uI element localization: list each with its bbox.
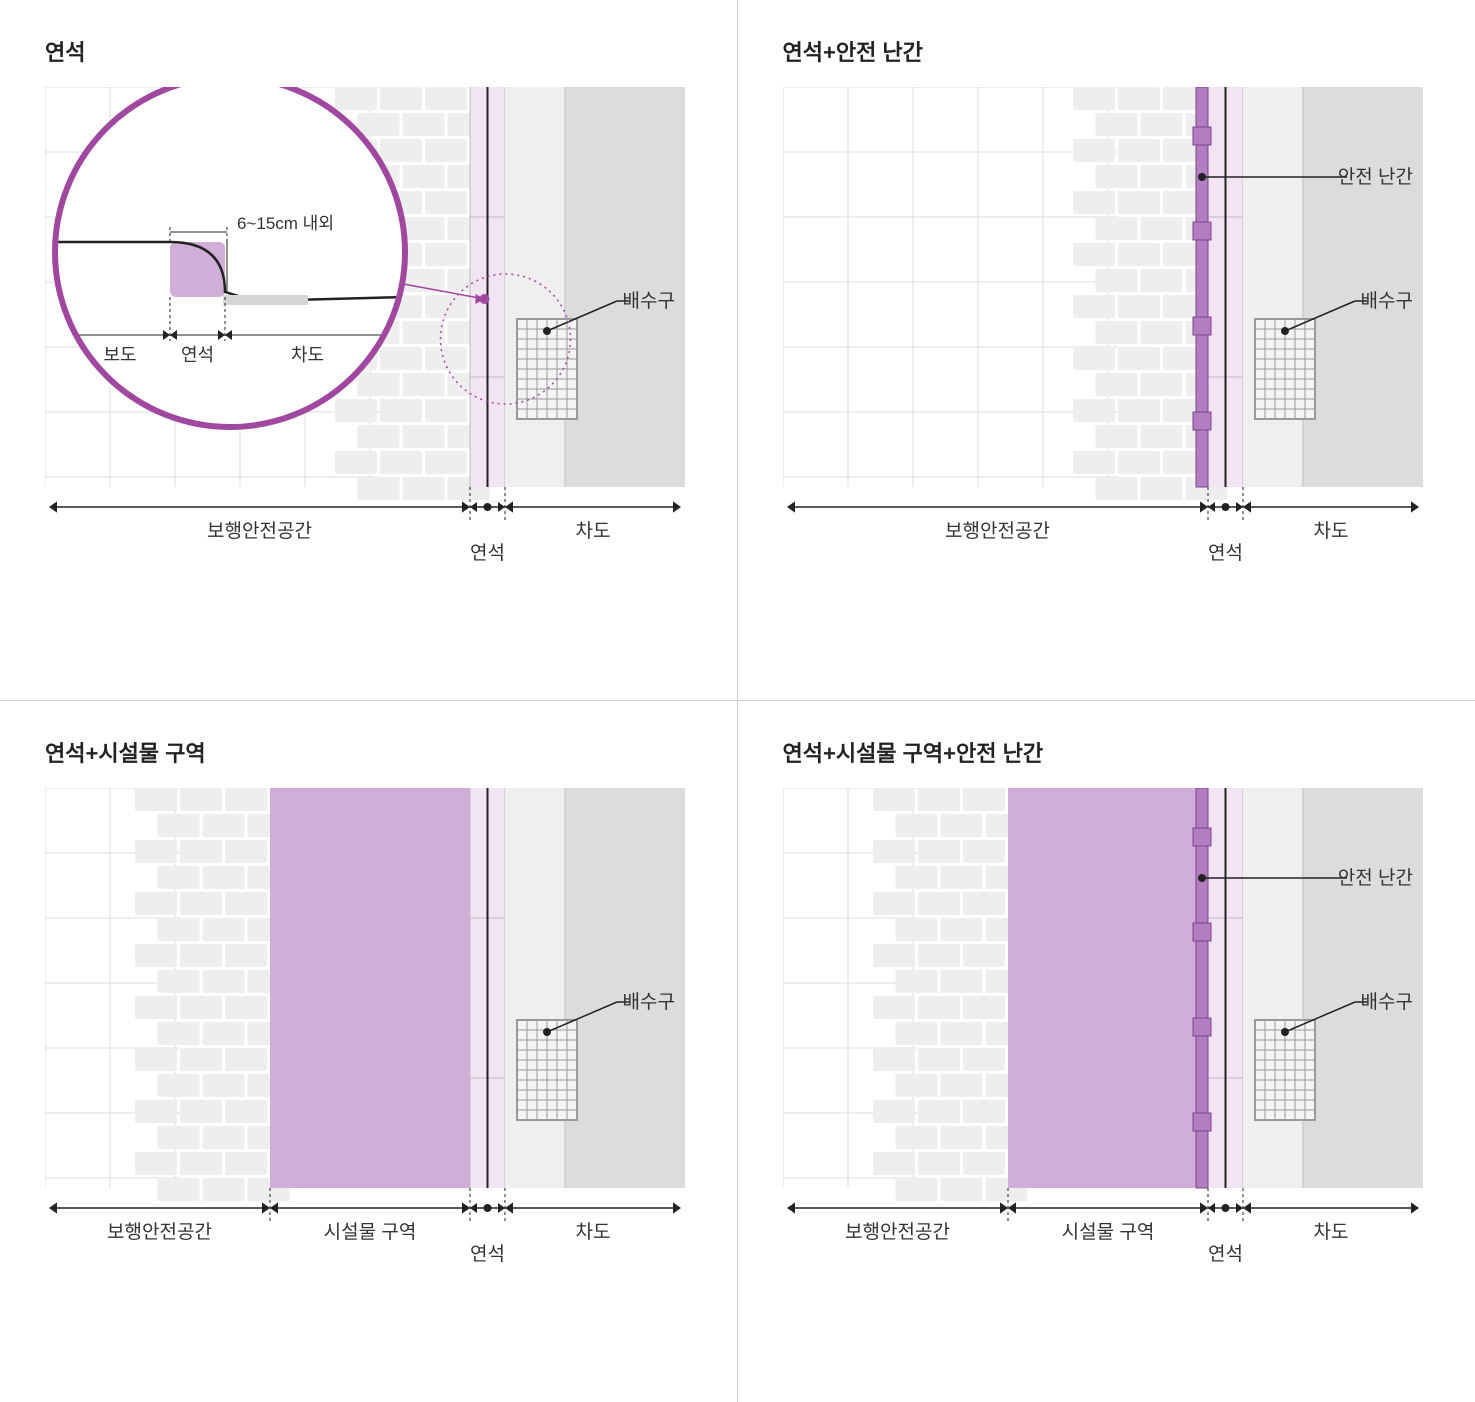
panel-title: 연석+안전 난간	[783, 35, 1431, 67]
svg-text:연석: 연석	[1208, 1243, 1243, 1265]
panel-0: 연석배수구보행안전공간연석차도6~15cm 내외보도연석차도	[0, 0, 738, 701]
panel-title: 연석	[45, 35, 692, 67]
svg-text:안전 난간: 안전 난간	[1337, 867, 1412, 889]
svg-text:보행안전공간: 보행안전공간	[107, 1221, 212, 1243]
svg-text:보행안전공간: 보행안전공간	[207, 520, 312, 542]
svg-text:보행안전공간: 보행안전공간	[945, 520, 1050, 542]
svg-text:연석: 연석	[181, 345, 214, 365]
svg-text:배수구: 배수구	[623, 991, 675, 1013]
svg-text:안전 난간: 안전 난간	[1337, 166, 1412, 188]
svg-text:보도: 보도	[103, 345, 136, 365]
svg-text:배수구: 배수구	[623, 290, 675, 312]
svg-text:배수구: 배수구	[1360, 991, 1412, 1013]
panel-1: 연석+안전 난간배수구 안전 난간보행안전공간연석 차도	[738, 0, 1475, 701]
panel-title: 연석+시설물 구역+안전 난간	[783, 736, 1431, 768]
svg-text:6~15cm 내외: 6~15cm 내외	[237, 214, 334, 233]
svg-text:연석: 연석	[1208, 542, 1243, 564]
svg-text:연석: 연석	[470, 542, 505, 564]
panel-title: 연석+시설물 구역	[45, 736, 692, 768]
svg-text:시설물 구역: 시설물 구역	[1061, 1221, 1154, 1243]
panel-2: 연석+시설물 구역배수구보행안전공간 시설물 구역연석 차도	[0, 701, 738, 1402]
svg-text:차도: 차도	[291, 345, 324, 365]
svg-text:연석: 연석	[470, 1243, 505, 1265]
diagram: 배수구안전 난간보행안전공간시설물 구역연석차도	[783, 788, 1423, 1248]
svg-text:시설물 구역: 시설물 구역	[324, 1221, 417, 1243]
diagram: 배수구보행안전공간시설물 구역연석차도	[45, 788, 685, 1248]
diagram: 배수구보행안전공간연석차도6~15cm 내외보도연석차도	[45, 87, 685, 547]
svg-text:차도: 차도	[576, 520, 611, 542]
svg-text:배수구: 배수구	[1360, 290, 1412, 312]
svg-text:차도: 차도	[1313, 1221, 1348, 1243]
svg-text:차도: 차도	[1313, 520, 1348, 542]
diagram: 배수구안전 난간보행안전공간연석차도	[783, 87, 1423, 547]
svg-text:차도: 차도	[576, 1221, 611, 1243]
svg-text:보행안전공간: 보행안전공간	[845, 1221, 950, 1243]
panel-3: 연석+시설물 구역+안전 난간배수구 안전 난간보행안전공간 시설물 구역연석 차도	[738, 701, 1475, 1402]
